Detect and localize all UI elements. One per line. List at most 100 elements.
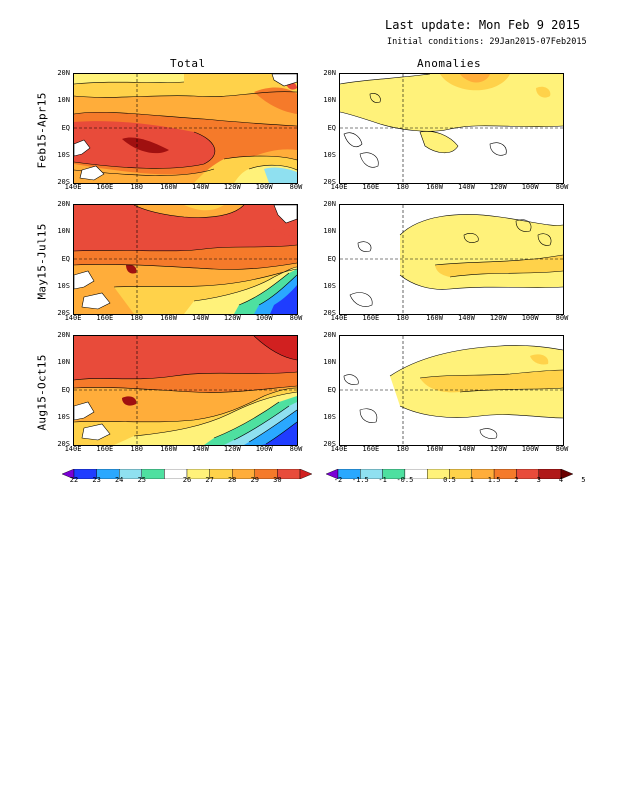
- total-colorbar-label: 23: [92, 476, 101, 484]
- x-tick-label: 120W: [223, 445, 241, 453]
- x-tick-label: 160W: [426, 314, 443, 322]
- y-tick-label: 20S: [323, 440, 336, 448]
- x-tick-label: 160E: [362, 314, 380, 322]
- y-tick-label: 10N: [57, 358, 70, 367]
- x-tick-label: 140E: [64, 183, 82, 191]
- x-tick-label: 80W: [555, 314, 569, 322]
- x-tick-label: 100W: [255, 445, 273, 453]
- x-tick-label: 140E: [330, 314, 348, 322]
- y-tick-label: 20S: [57, 178, 70, 186]
- y-tick-label: EQ: [61, 385, 70, 394]
- x-tick-label: 180: [396, 183, 410, 191]
- x-tick-label: 80W: [289, 445, 303, 453]
- total-colorbar-label: 26: [182, 476, 192, 484]
- last-update-text: Last update: Mon Feb 9 2015: [385, 18, 581, 32]
- x-tick-label: 120W: [223, 314, 241, 322]
- y-tick-label: 20N: [57, 69, 70, 77]
- total-colorbar-label: 24: [114, 476, 124, 484]
- anomaly-colorbar-label: 3: [536, 476, 541, 484]
- total-colorbar-swatch: [299, 468, 313, 480]
- y-tick-label: EQ: [327, 254, 336, 263]
- x-tick-label: 160W: [160, 314, 177, 322]
- y-tick-label: 10S: [57, 150, 70, 159]
- y-tick-label: 20S: [57, 309, 70, 317]
- y-tick-label: 20N: [57, 200, 70, 208]
- x-tick-label: 180: [130, 183, 144, 191]
- x-tick-label: 140W: [191, 445, 209, 453]
- anomaly-colorbar: [325, 464, 574, 480]
- anomaly-colorbar-label: -1.5: [351, 476, 369, 484]
- y-tick-label: 10N: [57, 96, 70, 105]
- row-label-feb-apr: Feb15-Apr15: [35, 92, 49, 169]
- x-tick-label: 180: [396, 445, 410, 453]
- x-tick-label: 160E: [96, 314, 114, 322]
- y-tick-label: 10N: [57, 227, 70, 236]
- x-tick-label: 140W: [457, 445, 475, 453]
- total-colorbar-label: 30: [273, 476, 282, 484]
- y-tick-label: 20N: [323, 69, 336, 77]
- x-tick-label: 100W: [255, 314, 273, 322]
- anomaly-colorbar-label: -1: [378, 476, 387, 484]
- y-tick-label: 10S: [57, 281, 70, 290]
- row-label-may-jul: May15-Jul15: [35, 223, 49, 300]
- x-tick-label: 120W: [489, 183, 507, 191]
- total-colorbar-label: 22: [69, 476, 79, 484]
- x-tick-label: 120W: [223, 183, 241, 191]
- column-title-total: Total: [170, 57, 206, 70]
- y-tick-label: 10N: [323, 227, 336, 236]
- total-colorbar-label: 27: [205, 476, 214, 484]
- initial-conditions-text: Initial conditions: 29Jan2015-07Feb2015: [387, 37, 587, 47]
- x-tick-label: 80W: [555, 183, 569, 191]
- x-tick-label: 140W: [457, 183, 475, 191]
- x-tick-label: 140E: [64, 445, 82, 453]
- x-tick-label: 180: [396, 314, 410, 322]
- total-colorbar-label: 28: [227, 476, 237, 484]
- y-tick-label: 20S: [323, 178, 336, 186]
- anomaly-colorbar-label: 0.5: [443, 476, 456, 484]
- x-tick-label: 160W: [426, 183, 443, 191]
- x-tick-label: 160E: [362, 183, 380, 191]
- y-tick-label: EQ: [61, 254, 70, 263]
- x-tick-label: 180: [130, 445, 144, 453]
- x-tick-label: 120W: [489, 314, 507, 322]
- anomaly-colorbar-label: -2: [333, 476, 343, 484]
- x-tick-label: 160W: [426, 445, 443, 453]
- x-tick-label: 140E: [64, 314, 82, 322]
- y-tick-label: EQ: [327, 123, 336, 132]
- map-anomaly-feb-apr: [339, 73, 564, 184]
- column-title-anomalies: Anomalies: [417, 57, 482, 70]
- total-colorbar: [61, 464, 313, 480]
- y-tick-label: 10N: [323, 358, 336, 367]
- y-tick-label: 10S: [323, 412, 336, 421]
- y-tick-label: 10S: [323, 281, 336, 290]
- x-tick-label: 140E: [330, 445, 348, 453]
- y-tick-label: 10S: [323, 150, 336, 159]
- y-tick-label: 20S: [57, 440, 70, 448]
- anomaly-colorbar-label: 1: [469, 476, 474, 484]
- anomaly-colorbar-label: 1.5: [487, 476, 501, 484]
- map-total-feb-apr: [73, 73, 298, 184]
- x-tick-label: 180: [130, 314, 144, 322]
- y-tick-label: 10S: [57, 412, 70, 421]
- anomaly-colorbar-label: 5: [581, 476, 586, 484]
- x-tick-label: 140W: [457, 314, 475, 322]
- y-tick-label: 20N: [323, 331, 336, 339]
- y-tick-label: 20N: [57, 331, 70, 339]
- map-total-may-jul: [73, 204, 298, 315]
- anomaly-colorbar-label: -0.5: [396, 476, 414, 484]
- x-tick-label: 100W: [255, 183, 273, 191]
- x-tick-label: 160W: [160, 445, 177, 453]
- map-total-aug-oct: [73, 335, 298, 446]
- anomaly-colorbar-label: 2: [514, 476, 519, 484]
- anomaly-colorbar-label: 4: [558, 476, 564, 484]
- y-tick-label: EQ: [61, 123, 70, 132]
- x-tick-label: 160W: [160, 183, 177, 191]
- y-tick-label: EQ: [327, 385, 336, 394]
- x-tick-label: 100W: [521, 183, 539, 191]
- x-tick-label: 80W: [289, 314, 303, 322]
- x-tick-label: 140E: [330, 183, 348, 191]
- total-colorbar-label: 29: [250, 476, 260, 484]
- x-tick-label: 140W: [191, 314, 209, 322]
- x-tick-label: 140W: [191, 183, 209, 191]
- total-colorbar-label: 25: [137, 476, 147, 484]
